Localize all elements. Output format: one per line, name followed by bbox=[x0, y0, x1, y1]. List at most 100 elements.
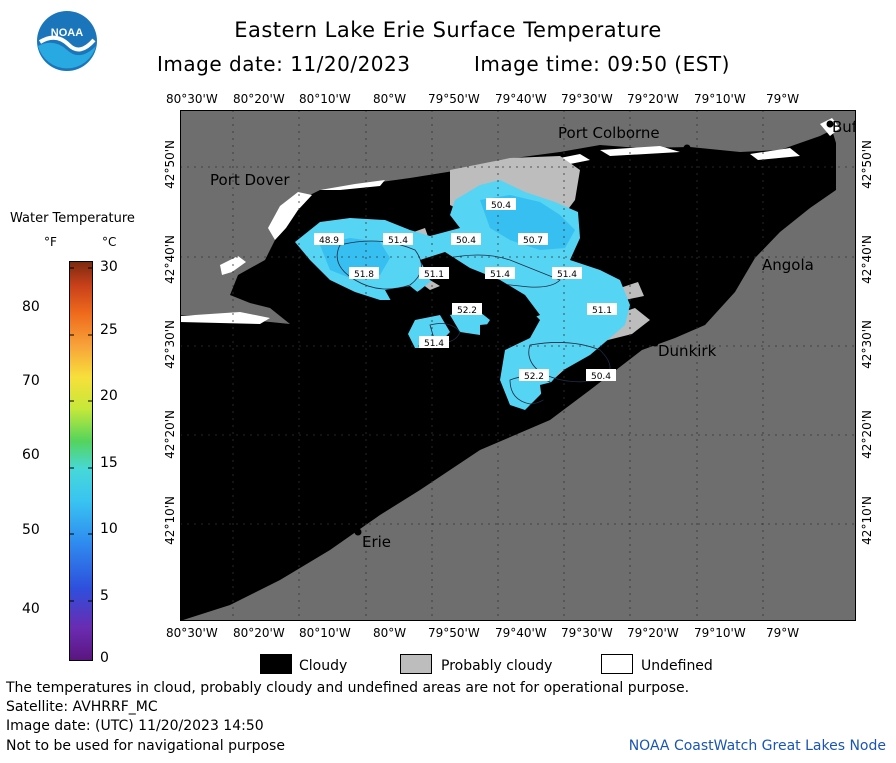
legend-c-tick: 5 bbox=[100, 588, 109, 604]
city-marker bbox=[354, 528, 362, 536]
lat-label-left: 42°30'N bbox=[163, 320, 177, 369]
lon-label-top: 80°W bbox=[373, 92, 407, 106]
temp-label: 50.4 bbox=[586, 369, 616, 382]
svg-text:50.7: 50.7 bbox=[523, 236, 543, 246]
lake-erie-map: Port Colborne Port Dover Angola Dunkirk … bbox=[180, 110, 856, 621]
legend-c-tick: 15 bbox=[100, 455, 118, 471]
svg-text:50.4: 50.4 bbox=[456, 236, 476, 246]
lon-label-bottom: 79°30'W bbox=[561, 626, 613, 640]
logo-text: NOAA bbox=[51, 27, 83, 39]
noaa-logo: NOAA bbox=[37, 11, 97, 71]
temp-label: 51.4 bbox=[552, 267, 582, 280]
temp-label: 51.1 bbox=[419, 267, 449, 280]
city-label-erie: Erie bbox=[362, 533, 391, 551]
undefined-area bbox=[600, 146, 680, 156]
lon-label-top: 79°10'W bbox=[694, 92, 746, 106]
legend-f-tick: 40 bbox=[22, 601, 40, 617]
undefined-area bbox=[180, 312, 270, 324]
lon-label-bottom: 79°10'W bbox=[694, 626, 746, 640]
undefined-area bbox=[750, 148, 800, 160]
temp-label: 52.2 bbox=[452, 303, 482, 316]
cloud-patch bbox=[420, 252, 540, 325]
legend-unit-f: °F bbox=[44, 235, 57, 249]
lat-label-right: 42°40'N bbox=[860, 235, 874, 284]
image-date: Image date: 11/20/2023 bbox=[157, 52, 411, 76]
city-label-port-dover: Port Dover bbox=[210, 171, 290, 189]
lon-label-bottom: 79°W bbox=[766, 626, 800, 640]
lon-label-bottom: 80°W bbox=[373, 626, 407, 640]
legend-f-tick: 50 bbox=[22, 522, 40, 538]
city-label-angola: Angola bbox=[762, 256, 814, 274]
svg-text:50.4: 50.4 bbox=[591, 372, 611, 382]
lon-label-bottom: 79°50'W bbox=[428, 626, 480, 640]
svg-text:51.4: 51.4 bbox=[557, 270, 577, 280]
city-marker bbox=[683, 144, 691, 152]
navigation-warning: Not to be used for navigational purpose bbox=[6, 738, 285, 754]
lon-label-bottom: 80°30'W bbox=[166, 626, 218, 640]
city-marker bbox=[651, 339, 659, 347]
svg-text:52.2: 52.2 bbox=[524, 372, 544, 382]
legend-c-tick: 0 bbox=[100, 650, 109, 666]
city-label-port-colborne: Port Colborne bbox=[558, 124, 660, 142]
lon-label-top: 79°20'W bbox=[627, 92, 679, 106]
lon-label-top: 79°50'W bbox=[428, 92, 480, 106]
probably-cloudy-swatch bbox=[400, 654, 432, 674]
lat-label-left: 42°10'N bbox=[163, 496, 177, 545]
legend-f-tick: 70 bbox=[22, 373, 40, 389]
legend-f-tick: 60 bbox=[22, 447, 40, 463]
lon-label-bottom: 79°20'W bbox=[627, 626, 679, 640]
lon-label-bottom: 80°10'W bbox=[299, 626, 351, 640]
lat-label-left: 42°20'N bbox=[163, 410, 177, 459]
legend-title: Water Temperature bbox=[10, 211, 135, 226]
cloud-patch bbox=[480, 322, 525, 348]
svg-text:48.9: 48.9 bbox=[319, 236, 339, 246]
svg-text:51.4: 51.4 bbox=[388, 236, 408, 246]
city-marker bbox=[826, 120, 834, 128]
cloud-patch bbox=[385, 286, 430, 315]
disclaimer-text: The temperatures in cloud, probably clou… bbox=[6, 680, 690, 696]
city-marker bbox=[756, 239, 764, 247]
lon-label-bottom: 79°40'W bbox=[495, 626, 547, 640]
lon-label-top: 79°40'W bbox=[495, 92, 547, 106]
temperature-colorbar bbox=[69, 261, 93, 661]
svg-text:50.4: 50.4 bbox=[491, 201, 511, 211]
temp-label: 51.4 bbox=[485, 267, 515, 280]
temp-label: 51.4 bbox=[419, 336, 449, 349]
lat-label-left: 42°50'N bbox=[163, 140, 177, 189]
satellite-text: Satellite: AVHRRF_MC bbox=[6, 699, 158, 715]
lon-label-bottom: 80°20'W bbox=[233, 626, 285, 640]
cloudy-label: Cloudy bbox=[299, 658, 348, 674]
legend-c-tick: 30 bbox=[100, 259, 118, 275]
lat-label-right: 42°20'N bbox=[860, 410, 874, 459]
lat-label-right: 42°50'N bbox=[860, 140, 874, 189]
cloudy-swatch bbox=[260, 654, 292, 674]
temp-label: 52.2 bbox=[519, 369, 549, 382]
temp-label: 50.4 bbox=[486, 198, 516, 211]
lon-label-top: 79°W bbox=[766, 92, 800, 106]
svg-text:52.2: 52.2 bbox=[457, 306, 477, 316]
temp-label: 51.4 bbox=[383, 233, 413, 246]
temp-label: 50.4 bbox=[451, 233, 481, 246]
city-label-buffalo: Buf bbox=[832, 118, 856, 136]
svg-text:51.8: 51.8 bbox=[354, 270, 374, 280]
legend-c-tick: 10 bbox=[100, 521, 118, 537]
lat-label-right: 42°10'N bbox=[860, 496, 874, 545]
legend-unit-c: °C bbox=[102, 235, 117, 249]
coastwatch-credit: NOAA CoastWatch Great Lakes Node bbox=[628, 738, 886, 754]
undefined-area bbox=[268, 192, 312, 240]
legend-f-tick: 80 bbox=[22, 299, 40, 315]
temp-label: 48.9 bbox=[314, 233, 344, 246]
legend-c-tick: 20 bbox=[100, 388, 118, 404]
lon-label-top: 80°20'W bbox=[233, 92, 285, 106]
map-title: Eastern Lake Erie Surface Temperature bbox=[234, 18, 662, 42]
svg-text:51.4: 51.4 bbox=[490, 270, 510, 280]
undefined-area bbox=[320, 180, 385, 190]
lon-label-top: 80°30'W bbox=[166, 92, 218, 106]
temp-label: 51.1 bbox=[587, 303, 617, 316]
lat-label-left: 42°40'N bbox=[163, 235, 177, 284]
svg-text:51.1: 51.1 bbox=[592, 306, 612, 316]
image-time: Image time: 09:50 (EST) bbox=[474, 52, 730, 76]
undefined-label: Undefined bbox=[641, 658, 713, 674]
lon-label-top: 79°30'W bbox=[561, 92, 613, 106]
city-label-dunkirk: Dunkirk bbox=[658, 342, 717, 360]
